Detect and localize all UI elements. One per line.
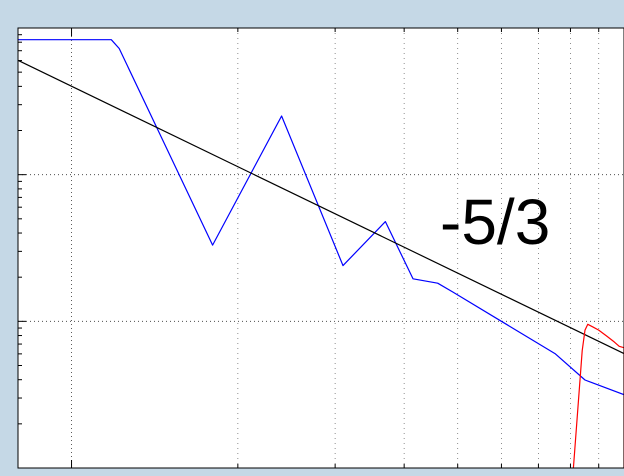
- plot-area-background: [18, 28, 624, 468]
- series-line-3: [572, 323, 624, 468]
- series-line-2: [18, 59, 624, 355]
- slope-annotation: -5/3: [440, 186, 550, 258]
- axis-ticks: [18, 28, 600, 468]
- series-line-1: [18, 39, 624, 396]
- plot-frame: [17, 27, 624, 469]
- series-lines: [18, 39, 624, 468]
